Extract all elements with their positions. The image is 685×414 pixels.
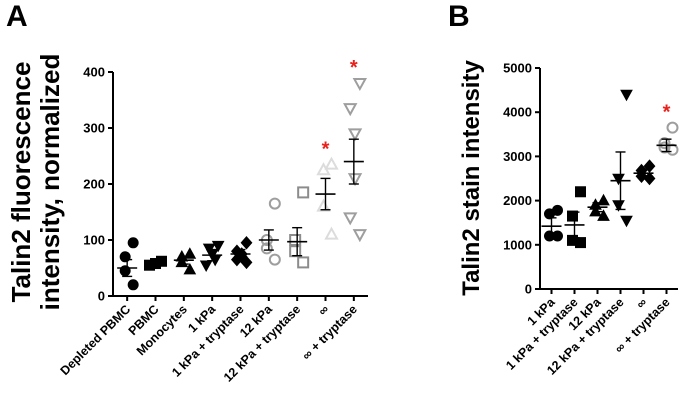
panel-a-data-point [347, 128, 363, 142]
panel-b-data-point [666, 121, 679, 134]
panel-a-data-point [352, 77, 368, 92]
panel-a-data-point [324, 226, 339, 240]
panel-label-a: A [6, 0, 28, 33]
panel-a-data-point [352, 229, 368, 243]
panel-b-data-point [597, 209, 610, 221]
panel-a-data-point [127, 279, 139, 291]
panel-a-data-point [289, 234, 302, 246]
panel-a-data-point [268, 253, 281, 266]
panel-b-ylabel: Talin2 stain intensity [458, 60, 485, 296]
panel-a-data-point [260, 242, 273, 255]
panel-a-ylabel-line2: intensity, normalized [35, 54, 65, 311]
panel-a-data-point [343, 212, 358, 226]
panel-b-data-point [612, 173, 625, 186]
panel-b-data-point [589, 204, 602, 217]
panel-a-significance-star: * [350, 57, 358, 79]
panel-a-ytick-label: 0 [98, 289, 105, 304]
panel-label-b: B [448, 0, 470, 33]
panel-a-category-label: Depleted PBMC [58, 302, 134, 378]
panel-a-ytick-label: 100 [83, 233, 105, 248]
panel-b-data-point [658, 137, 671, 150]
panel-b-data-point [552, 230, 563, 242]
panel-a-data-point [324, 156, 339, 170]
panel-b-data-point [567, 210, 578, 222]
panel-b-category-label: ∞ [633, 295, 649, 311]
panel-b-ytick-label: 2000 [503, 193, 532, 208]
panel-a-data-point [127, 237, 139, 249]
panel-b-ytick-label: 4000 [503, 105, 532, 120]
panel-a-ytick-label: 200 [83, 177, 105, 192]
panel-b-data-point [544, 208, 555, 220]
panel-b-ytick-label: 3000 [503, 149, 532, 164]
panel-a-category-label: ∞ [315, 302, 331, 318]
panel-b-ytick-label: 0 [525, 282, 532, 297]
panel-a-data-point [347, 173, 363, 187]
panel-a-ytick-label: 300 [83, 121, 105, 136]
panel-b-data-point [658, 141, 671, 154]
panel-b-data-point [575, 186, 586, 198]
panel-b-data-point [612, 200, 625, 212]
panel-a-data-point [268, 197, 281, 210]
panel-a-significance-star: * [322, 138, 330, 160]
panel-b-ytick-label: 5000 [503, 61, 532, 76]
panel-b-data-point [575, 237, 586, 249]
panel-b-data-point [620, 215, 633, 228]
panel-b-data-point [620, 89, 633, 102]
panel-a-data-point [297, 256, 310, 269]
panel-a-data-point [343, 103, 358, 117]
panel-a-ylabel-line1: Talin2 fluorescence [6, 62, 36, 303]
panel-a-data-point [316, 198, 331, 212]
panel-a-data-point [240, 255, 253, 270]
panel-b-data-point [643, 171, 656, 186]
panel-a-data-point [183, 262, 197, 275]
panel-a-data-point [211, 240, 225, 253]
panel-a-data-point [316, 162, 331, 176]
panel-a-data-point [289, 245, 302, 258]
panel-a-data-point [240, 236, 253, 250]
panel-a-ytick-label: 400 [83, 65, 105, 80]
panel-b-ytick-label: 1000 [503, 237, 532, 252]
panel-a-data-point [297, 186, 310, 199]
panel-a-data-point [199, 260, 213, 272]
panel-b-significance-star: * [663, 102, 671, 124]
